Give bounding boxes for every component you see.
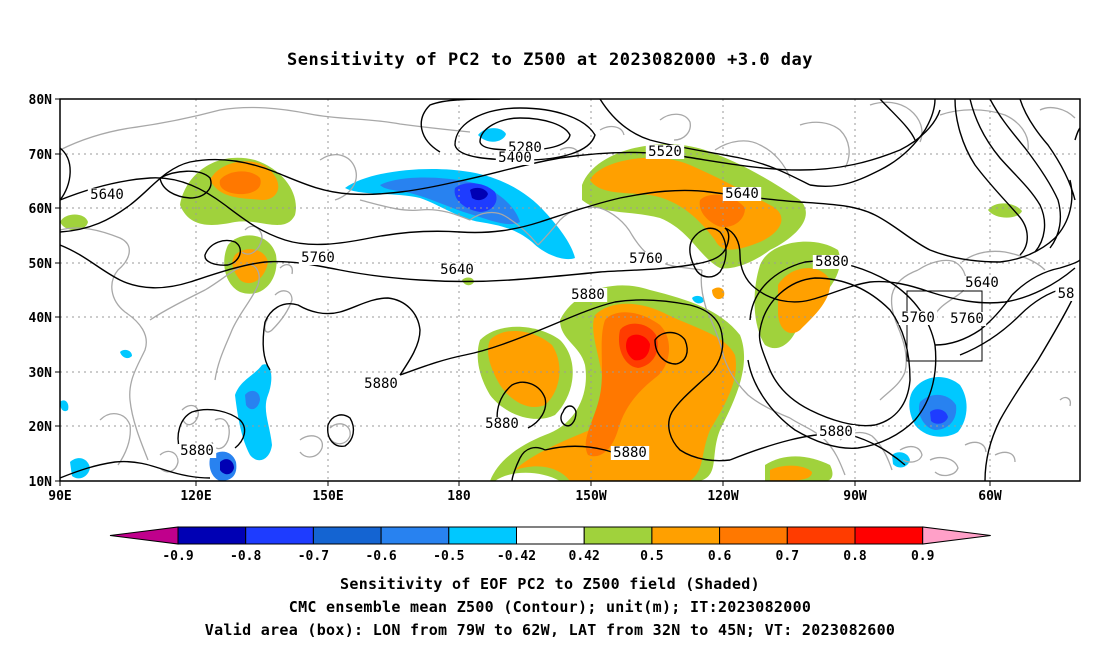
colorbar-bin [719,526,788,545]
lat-label: 40N [29,311,53,326]
colorbar-label: -0.42 [497,549,536,564]
contour-label-bg [812,255,852,269]
contour-label-bg [816,425,856,439]
colorbar-high-triangle [922,526,991,545]
lat-label: 30N [29,366,53,381]
contour-label: 5520 [648,144,682,160]
colorbar-label: -0.6 [365,549,396,564]
colorbar-bin [583,526,653,545]
footer-valid-area-caption: Valid area (box): LON from 79W to 62W, L… [204,621,896,639]
contour-label: 5760 [301,250,335,266]
colorbar-bin [854,526,924,545]
lon-label: 120E [180,489,211,504]
colorbar-bin [651,526,721,545]
plot-title: Sensitivity of PC2 to Z500 at 2023082000… [286,50,813,70]
colorbar-bin [516,526,585,545]
lon-label: 150E [312,489,343,504]
contour-label: 5760 [901,310,935,326]
contour-label-bg [568,288,608,302]
contour-label-bg [495,151,535,165]
colorbar-label: 0.5 [640,549,663,564]
contour-label: 5640 [965,275,999,291]
contour-label: 5880 [613,445,647,461]
contour-label: 5880 [180,443,214,459]
contour-label-bg [87,188,127,202]
lat-label: 50N [29,257,53,272]
contour-label-bg [177,444,217,458]
contour-label: 5880 [485,416,519,432]
positive-strong-shading [219,171,745,457]
contour-label: 5880 [364,376,398,392]
contour-label-bg [962,276,1002,290]
positive-moderate-shading [210,157,831,481]
colorbar-label: 0.42 [569,549,600,564]
contour-label: 58 [1058,286,1075,302]
lat-label: 20N [29,420,53,435]
contour-label: 5640 [725,186,759,202]
contour-label: 5760 [950,311,984,327]
footer-contour-caption: CMC ensemble mean Z500 (Contour); unit(m… [288,598,812,616]
contour-label: 5880 [819,424,853,440]
colorbar-label: -0.5 [433,549,464,564]
lat-label: 10N [29,475,53,490]
colorbar-bin [245,526,314,545]
colorbar-bin [448,526,517,545]
contour-label-bg [482,417,522,431]
lon-label: 60W [978,489,1002,504]
colorbar-label: -0.9 [162,549,193,564]
map-frame [59,98,1081,482]
contour-label: 5640 [440,262,474,278]
lat-label: 80N [29,93,53,108]
lon-label: 150W [575,489,606,504]
lon-label: 120W [707,489,738,504]
contour-label-bg [722,187,762,201]
contour-label-bg [626,252,666,266]
lon-label: 180 [447,489,471,504]
contour-label: 5880 [571,287,605,303]
colorbar-label: 0.7 [776,549,799,564]
lon-label: 90W [843,489,867,504]
colorbar-bin [380,526,450,545]
colorbar: -0.9 -0.8 -0.7 -0.6 -0.5 -0.42 0.42 0.5 0.6 0.7 0.… [109,526,991,564]
contour-label-bg [645,145,685,159]
contour-label-bg [1055,287,1077,301]
colorbar-label: 0.8 [843,549,867,564]
contour-label: 5400 [498,150,532,166]
lat-label: 70N [29,148,53,163]
contour-label: 5640 [90,187,124,203]
contour-label-bg [947,312,987,326]
footer-shading-caption: Sensitivity of EOF PC2 to Z500 field (Sh… [340,575,760,593]
colorbar-bin [786,526,856,545]
contour-label-bg [898,311,938,325]
contour-label-bg [437,263,477,277]
colorbar-label: 0.9 [911,549,934,564]
colorbar-low-triangle [109,526,179,545]
contour-label-bg [361,377,401,391]
lon-label: 90E [48,489,71,504]
colorbar-label: -0.8 [230,549,261,564]
colorbar-bin [177,526,247,545]
colorbar-bin [312,526,382,545]
coastlines [60,101,1076,477]
contour-label: 5880 [815,254,849,270]
colorbar-label: 0.6 [708,549,732,564]
contour-label-bg [298,251,338,265]
contour-label-bg [610,446,650,460]
colorbar-label: -0.7 [298,549,329,564]
lat-label: 60N [29,202,53,217]
contour-label: 5760 [629,251,663,267]
